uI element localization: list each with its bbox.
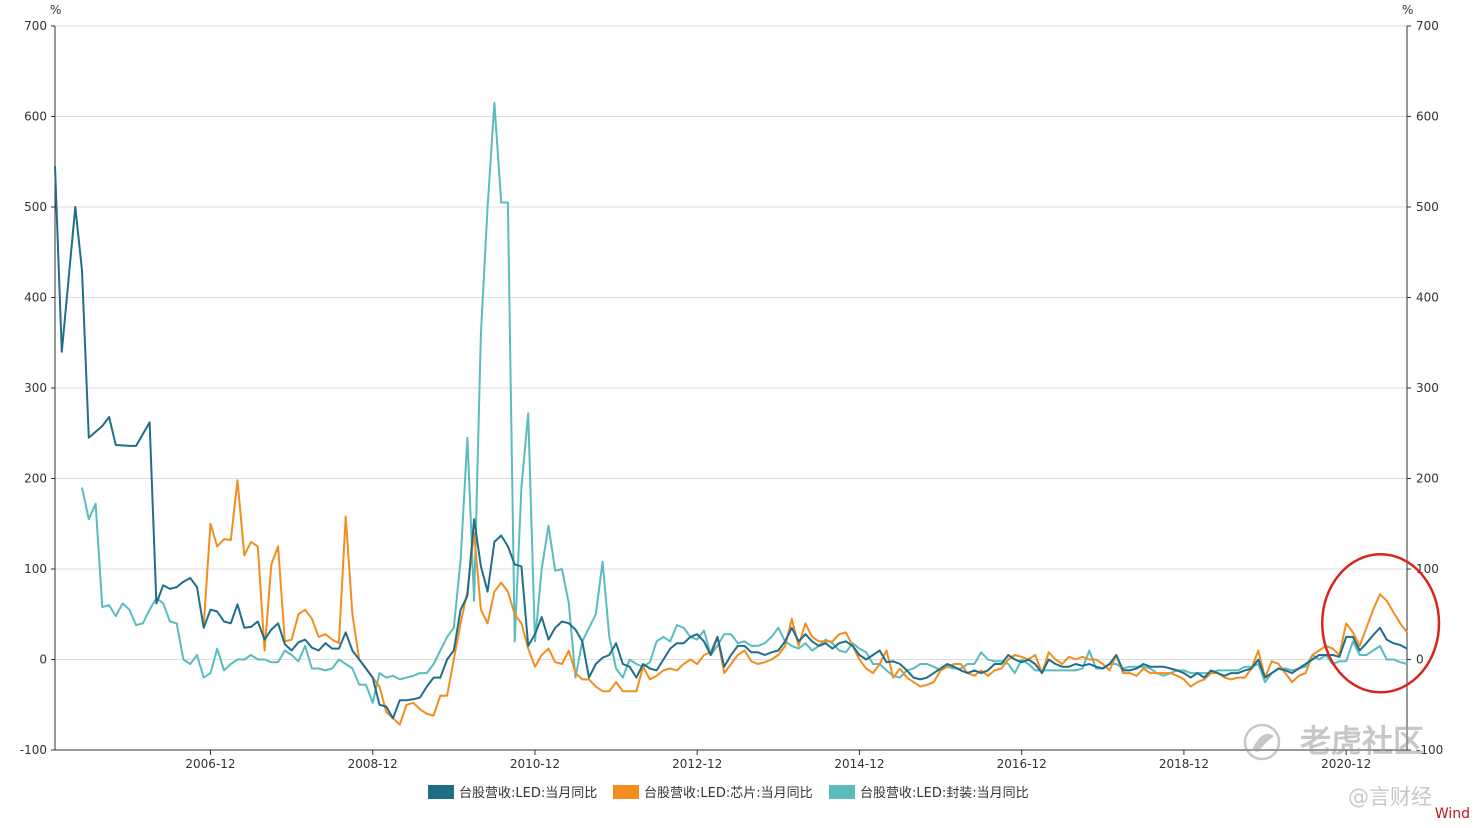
x-tick-label: 2018-12: [1159, 757, 1209, 771]
x-tick-label: 2010-12: [510, 757, 560, 771]
watermark-brand: 老虎社区: [1300, 724, 1424, 760]
y-tick-label-right: 700: [1416, 19, 1439, 33]
series-line-3: [81, 101, 1408, 704]
legend-label: 台股营收:LED:封装:当月同比: [860, 786, 1029, 801]
y-tick-label-left: 100: [24, 562, 47, 576]
y-tick-label-left: -100: [20, 743, 47, 757]
x-tick-label: 2014-12: [834, 757, 884, 771]
legend-label: 台股营收:LED:芯片:当月同比: [644, 786, 813, 801]
right-unit-label: %: [1402, 3, 1413, 17]
x-tick-label: 2016-12: [997, 757, 1047, 771]
x-tick-label: 2006-12: [185, 757, 235, 771]
y-tick-label-right: 0: [1416, 653, 1424, 667]
y-tick-label-right: 400: [1416, 291, 1439, 305]
source-label: Wind: [1435, 806, 1470, 822]
series-lines: [54, 101, 1408, 726]
y-tick-label-right: 100: [1416, 562, 1439, 576]
highlight-circle: [1320, 553, 1441, 694]
x-tick-label: 2012-12: [672, 757, 722, 771]
y-tick-label-left: 200: [24, 472, 47, 486]
y-tick-label-left: 400: [24, 291, 47, 305]
gridlines: [51, 25, 1411, 751]
watermark-author: @言财经: [1348, 785, 1432, 809]
y-tick-label-left: 700: [24, 19, 47, 33]
x-tick-label: 2008-12: [348, 757, 398, 771]
y-tick-label-right: 300: [1416, 381, 1439, 395]
axes: % %: [50, 3, 1413, 751]
x-tick-labels: 2006-12 2008-12 2010-12 2012-12 2014-12 2016-…: [185, 750, 1371, 771]
left-unit-label: %: [50, 3, 61, 17]
y-tick-label-left: 500: [24, 200, 47, 214]
legend-swatch: [829, 785, 855, 799]
legend-swatch: [613, 785, 639, 799]
y-tick-label-left: 600: [24, 110, 47, 124]
y-tick-labels: 700 700 600 600 500 500 400 400 300 300 200 200 100 1…: [20, 19, 1443, 757]
series-line-2: [202, 479, 1408, 726]
x-tick-label: 2020-12: [1321, 757, 1371, 771]
y-tick-label-right: -100: [1416, 743, 1443, 757]
y-tick-label-right: 600: [1416, 110, 1439, 124]
watermark: 老虎社区 @言财经: [1243, 723, 1432, 809]
legend: 台股营收:LED:当月同比 台股营收:LED:芯片:当月同比 台股营收:LED:封装…: [428, 785, 1029, 801]
y-tick-label-right: 200: [1416, 472, 1439, 486]
legend-label: 台股营收:LED:当月同比: [459, 786, 597, 801]
y-tick-label-right: 500: [1416, 200, 1439, 214]
series-line-1: [54, 166, 1408, 720]
tiger-logo-icon: [1243, 723, 1281, 761]
y-tick-label-left: 300: [24, 381, 47, 395]
tiger-logo-mark: [1252, 733, 1274, 752]
y-tick-label-left: 0: [39, 653, 47, 667]
legend-swatch: [428, 785, 454, 799]
